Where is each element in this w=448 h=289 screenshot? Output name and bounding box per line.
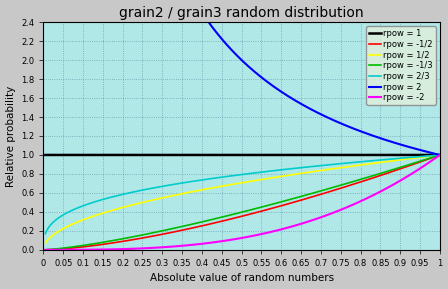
rpow = -1/2 xyxy=(337,187,342,190)
rpow = 2/3 xyxy=(337,162,342,166)
Line: rpow = -1/3: rpow = -1/3 xyxy=(45,155,440,250)
Line: rpow = 2/3: rpow = 2/3 xyxy=(45,155,440,234)
Line: rpow = -1/2: rpow = -1/2 xyxy=(45,155,440,250)
rpow = 2 xyxy=(114,11,120,14)
rpow = 1/2 xyxy=(437,153,443,157)
rpow = -1/3 xyxy=(337,184,342,187)
Line: rpow = -2: rpow = -2 xyxy=(45,155,440,250)
rpow = 1/2 xyxy=(194,189,199,193)
Y-axis label: Relative probability: Relative probability xyxy=(5,85,16,187)
rpow = -2 xyxy=(299,222,305,225)
rpow = 1 xyxy=(299,153,305,157)
rpow = 1 xyxy=(114,153,120,157)
Line: rpow = 1/2: rpow = 1/2 xyxy=(45,155,440,243)
rpow = -2 xyxy=(114,247,120,251)
rpow = 2/3 xyxy=(43,232,48,235)
rpow = 2 xyxy=(299,103,305,106)
rpow = -1/2 xyxy=(437,153,443,157)
rpow = 1/2 xyxy=(43,241,48,245)
rpow = 1 xyxy=(437,153,443,157)
rpow = -2 xyxy=(43,248,48,252)
rpow = -1/2 xyxy=(194,225,199,229)
rpow = -1/3 xyxy=(279,200,284,203)
X-axis label: Absolute value of random numbers: Absolute value of random numbers xyxy=(150,273,334,284)
rpow = 1 xyxy=(367,153,372,157)
rpow = -1/2 xyxy=(43,248,48,251)
rpow = 2/3 xyxy=(367,159,372,163)
rpow = 2/3 xyxy=(437,153,443,157)
rpow = -1/2 xyxy=(279,204,284,207)
rpow = -1/2 xyxy=(299,198,305,202)
Line: rpow = 2: rpow = 2 xyxy=(45,13,440,155)
rpow = -1/3 xyxy=(437,153,443,157)
rpow = -1/3 xyxy=(194,222,199,225)
rpow = 2 xyxy=(437,153,443,157)
rpow = -1/2 xyxy=(114,240,120,244)
rpow = -2 xyxy=(194,243,199,246)
rpow = 1 xyxy=(337,153,342,157)
rpow = 1 xyxy=(43,153,48,157)
rpow = -1/3 xyxy=(367,175,372,178)
rpow = -2 xyxy=(367,195,372,199)
rpow = -2 xyxy=(279,227,284,231)
rpow = -2 xyxy=(437,153,443,157)
rpow = 1 xyxy=(279,153,284,157)
rpow = 2 xyxy=(337,121,342,125)
Legend: rpow = 1, rpow = -1/2, rpow = 1/2, rpow = -1/3, rpow = 2/3, rpow = 2, rpow = -2: rpow = 1, rpow = -1/2, rpow = 1/2, rpow … xyxy=(366,26,435,105)
rpow = 2/3 xyxy=(299,166,305,169)
rpow = -1/3 xyxy=(43,248,48,251)
rpow = 1/2 xyxy=(114,207,120,211)
rpow = 2 xyxy=(43,11,48,14)
rpow = 1/2 xyxy=(337,166,342,170)
rpow = 1 xyxy=(194,153,199,157)
rpow = 2/3 xyxy=(279,168,284,171)
rpow = 2/3 xyxy=(194,179,199,183)
Title: grain2 / grain3 random distribution: grain2 / grain3 random distribution xyxy=(119,5,364,20)
rpow = 2 xyxy=(367,133,372,136)
rpow = 2 xyxy=(279,90,284,94)
rpow = -1/3 xyxy=(299,194,305,198)
rpow = -1/2 xyxy=(367,177,372,181)
rpow = -1/3 xyxy=(114,238,120,242)
rpow = 1/2 xyxy=(279,175,284,178)
rpow = 1/2 xyxy=(299,171,305,175)
rpow = 1/2 xyxy=(367,162,372,166)
rpow = -2 xyxy=(337,208,342,212)
rpow = 2/3 xyxy=(114,194,120,197)
rpow = 2 xyxy=(194,11,199,14)
